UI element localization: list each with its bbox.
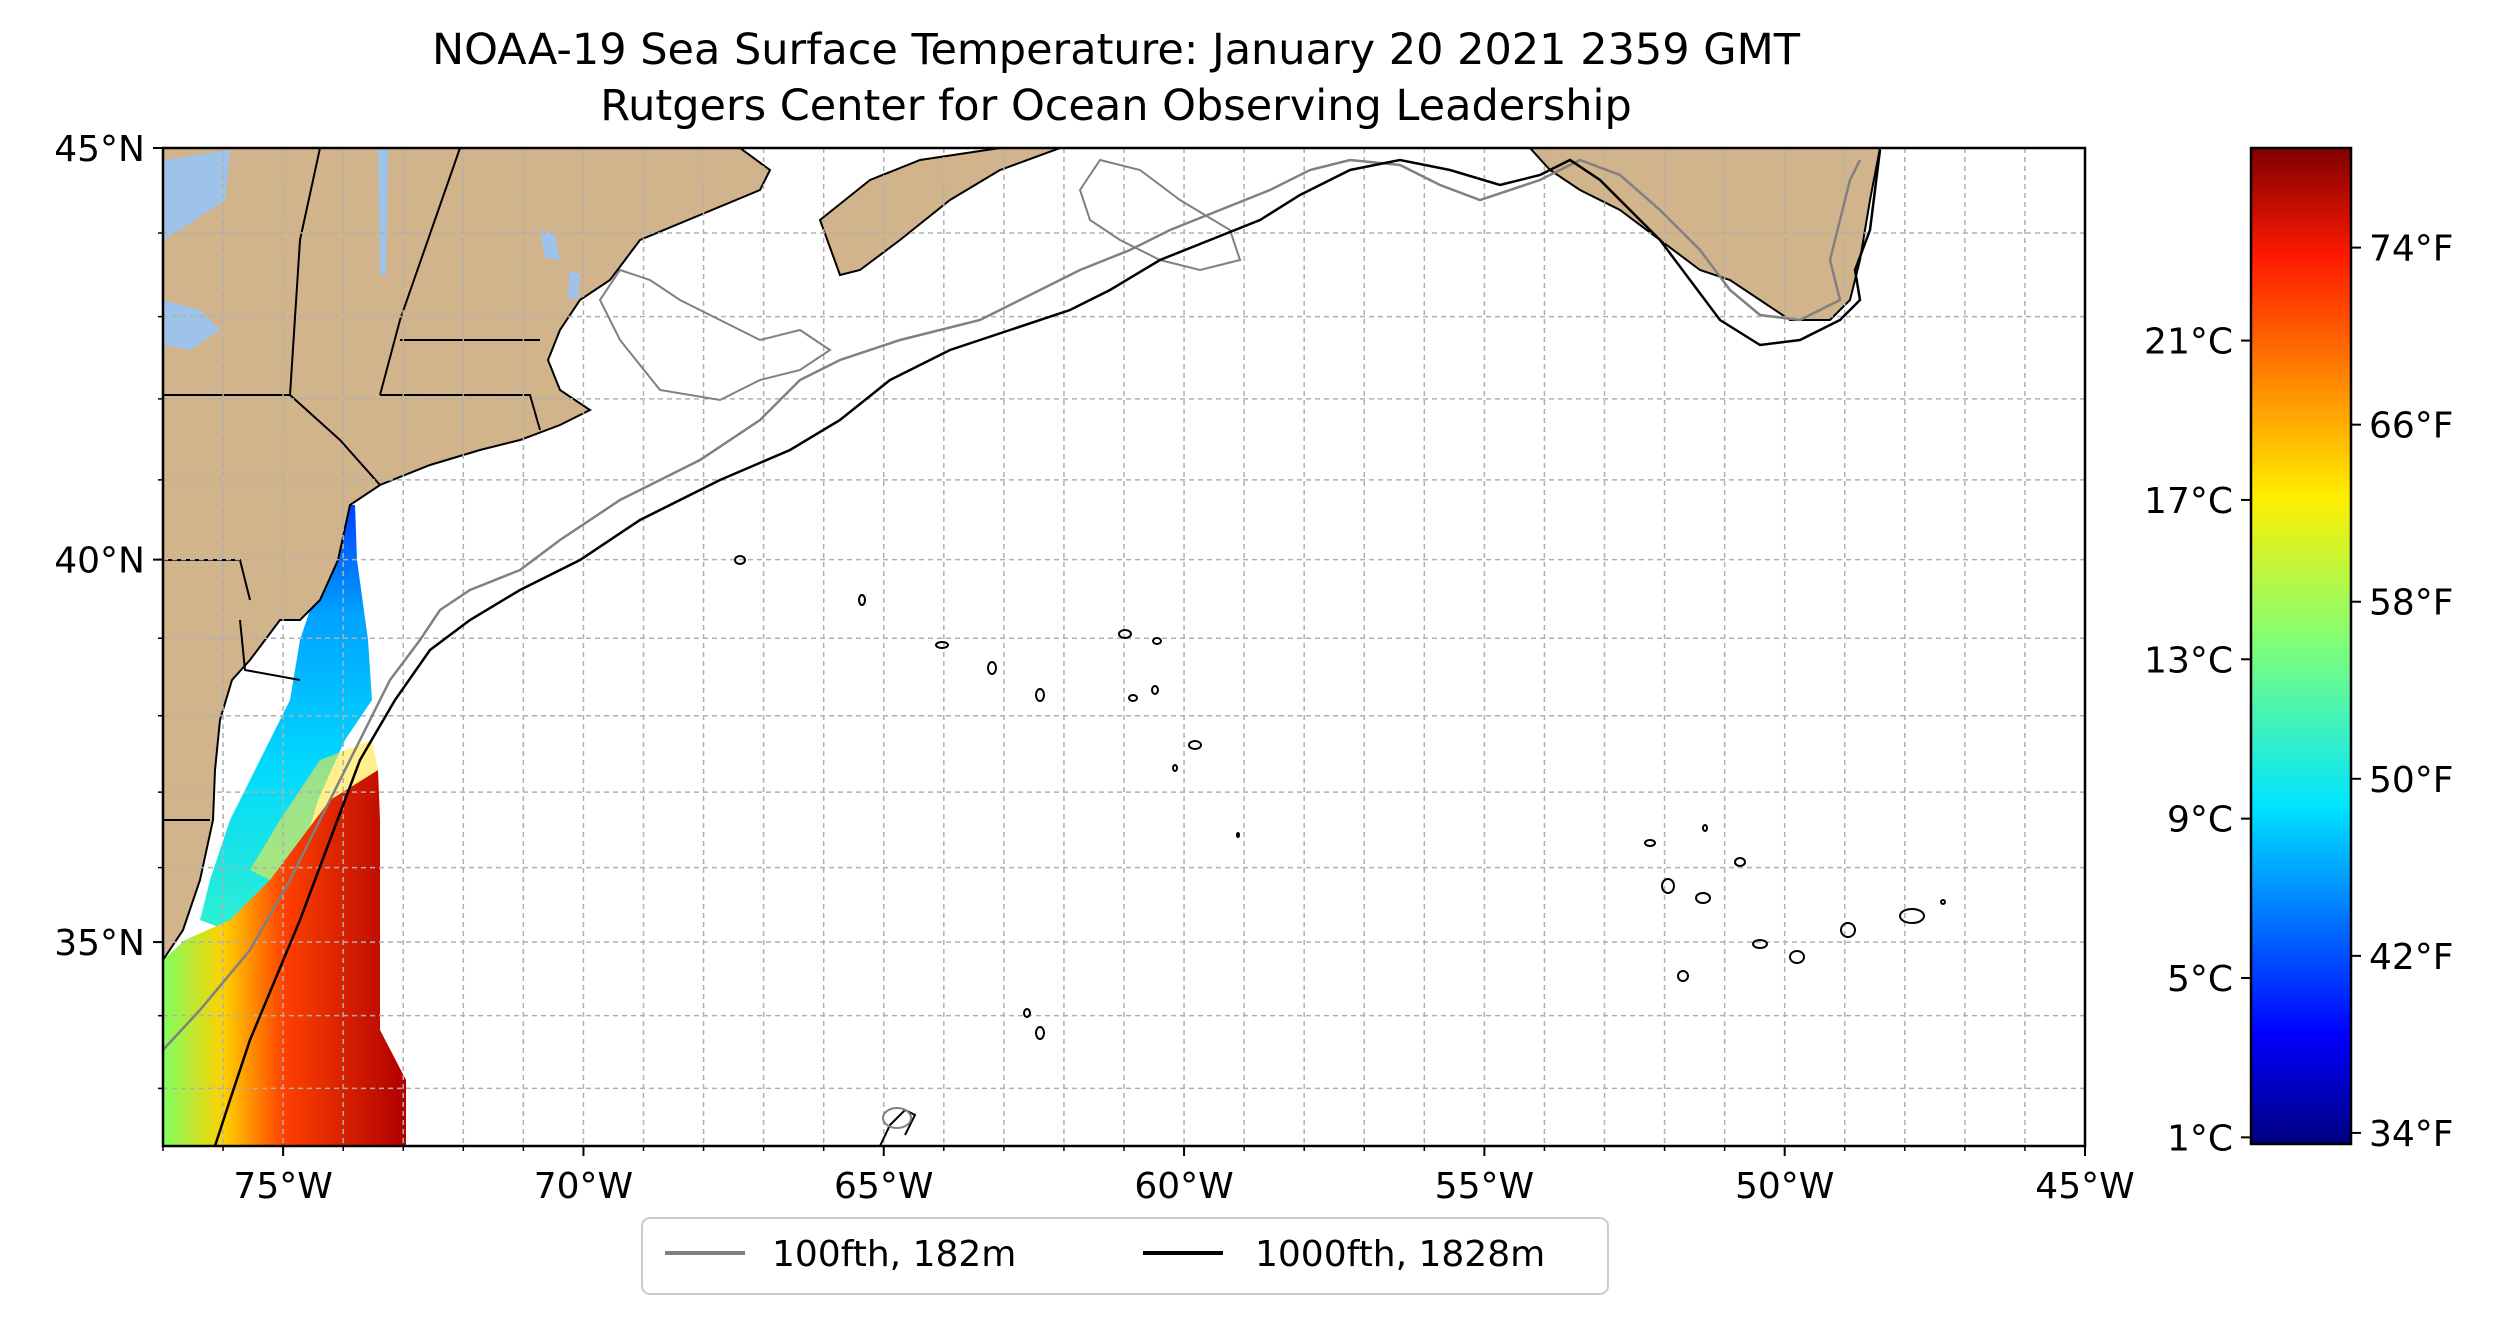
sst-swath-north	[200, 505, 372, 935]
lat-tick-label: 45°N	[54, 129, 145, 170]
contour-100fth-gom	[598, 268, 832, 402]
colorbar-fahrenheit-label: 50°F	[2369, 760, 2454, 801]
colorbar-fahrenheit-label: 74°F	[2369, 229, 2454, 270]
land-nova-scotia	[818, 148, 1061, 277]
gridlines	[163, 148, 2085, 1146]
colorbar-fahrenheit-label: 42°F	[2369, 937, 2454, 978]
colorbar-celsius-label: 1°C	[2167, 1118, 2233, 1159]
lat-tick-label: 40°N	[54, 541, 145, 582]
legend-label-1000fth: 1000fth, 1828m	[1255, 1234, 1545, 1275]
contour-100fth-banks	[1078, 158, 1242, 272]
colorbar-celsius-label: 21°C	[2144, 322, 2233, 363]
lon-tick-label: 65°W	[834, 1166, 933, 1207]
legend: 100fth, 182m 1000fth, 1828m	[641, 1217, 1609, 1295]
colorbar: 1°C 5°C 9°C 13°C 17°C 21°C 34°F 42°F 50°F 58°F 66…	[2144, 146, 2454, 1159]
lon-tick-label: 45°W	[2035, 1166, 2134, 1207]
colorbar-fahrenheit-label: 66°F	[2369, 406, 2454, 447]
colorbar-fahrenheit-label: 34°F	[2369, 1114, 2454, 1155]
lon-tick-label: 50°W	[1735, 1166, 1834, 1207]
colorbar-celsius-label: 17°C	[2144, 481, 2233, 522]
land-newfoundland	[1528, 148, 1882, 321]
map-panel	[163, 148, 2085, 1146]
lakes	[163, 150, 580, 350]
colorbar-celsius-label: 5°C	[2167, 959, 2233, 1000]
lon-tick-label: 60°W	[1134, 1166, 1233, 1207]
colorbar-celsius-axis: 1°C 5°C 9°C 13°C 17°C 21°C	[2144, 322, 2251, 1159]
seamount-shallow	[882, 1107, 912, 1129]
latitude-axis: 45°N 40°N 35°N	[54, 129, 163, 1090]
contour-1000fth	[213, 149, 1882, 1146]
lat-tick-label: 35°N	[54, 923, 145, 964]
colorbar-fahrenheit-label: 58°F	[2369, 583, 2454, 624]
legend-box	[641, 1217, 1609, 1295]
lon-tick-label: 55°W	[1435, 1166, 1534, 1207]
colorbar-celsius-label: 13°C	[2144, 640, 2233, 681]
lon-tick-label: 75°W	[233, 1166, 332, 1207]
colorbar-gradient	[2249, 146, 2353, 1146]
figure-title: NOAA-19 Sea Surface Temperature: January…	[432, 25, 1801, 75]
longitude-axis: 75°W 70°W 65°W 60°W 55°W 50°W 45°W	[162, 1146, 2135, 1207]
contour-100fth	[163, 158, 1862, 1051]
figure-subtitle: Rutgers Center for Ocean Observing Leade…	[600, 81, 1632, 131]
lon-tick-label: 70°W	[534, 1166, 633, 1207]
colorbar-celsius-label: 9°C	[2167, 800, 2233, 841]
colorbar-fahrenheit-axis: 34°F 42°F 50°F 58°F 66°F 74°F	[2351, 229, 2454, 1155]
sst-swath-fringe	[250, 740, 378, 880]
legend-label-100fth: 100fth, 182m	[772, 1234, 1016, 1275]
state-borders	[163, 148, 541, 821]
